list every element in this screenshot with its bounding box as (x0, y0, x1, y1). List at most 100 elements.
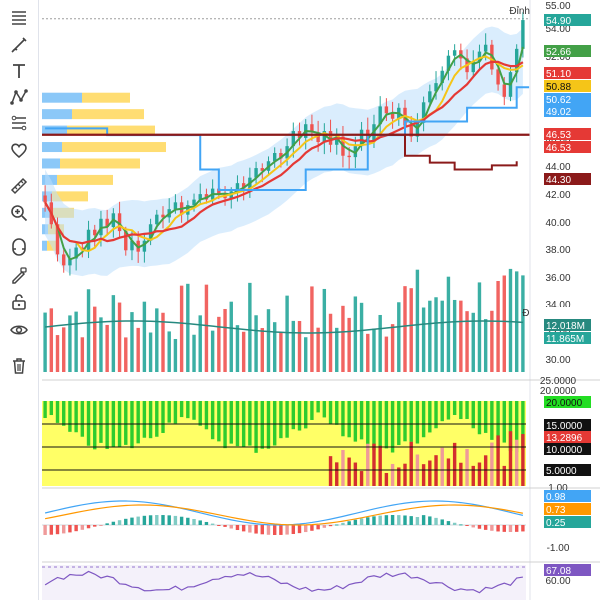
profile-sell-6 (52, 191, 88, 202)
macd-hist-32 (241, 525, 246, 532)
ind1-green-64 (440, 401, 444, 422)
macd-hist-68 (465, 525, 469, 526)
ind1-green-18 (155, 401, 159, 437)
rsi-badge-0-bg (544, 564, 591, 576)
ind1-badge-0: 20.0000 (544, 396, 591, 409)
macd-hist-53 (372, 516, 376, 525)
fib-icon[interactable] (4, 111, 34, 135)
ind1-green-2 (55, 401, 60, 423)
volume-bar-0 (43, 312, 47, 372)
ind1-green-30 (229, 401, 233, 444)
ind1-green-68 (465, 401, 469, 419)
macd-tick-0: 1.00 (548, 483, 568, 494)
ind1-red-57 (397, 467, 401, 486)
macd-panel (42, 500, 526, 535)
profile-sell-1 (72, 109, 144, 120)
ind1-green-20 (167, 401, 171, 423)
ind1-green-3 (62, 401, 66, 426)
price-badge-2: 51.10 (544, 67, 591, 80)
macd-hist-6 (80, 525, 85, 530)
ind1-red-70 (477, 462, 482, 486)
candle-7 (86, 229, 91, 251)
price-tick-0: 30.00 (545, 355, 570, 366)
macd-hist-49 (347, 521, 351, 525)
price-tick-6: 42.00 (545, 190, 570, 201)
volume-bar-27 (210, 330, 215, 372)
ind1-red-71 (483, 455, 488, 486)
macd-hist-75 (508, 525, 513, 532)
ruler-icon[interactable] (4, 174, 34, 198)
macd-hist-70 (477, 525, 482, 529)
macd-badge-0-text: 0.98 (546, 492, 566, 503)
ind1-red-64 (440, 447, 444, 486)
volume-bar-53 (372, 328, 376, 372)
volume-bar-55 (384, 336, 389, 372)
price-badge-3-text: 50.88 (546, 82, 571, 93)
volume-bar-38 (279, 332, 283, 372)
profile-buy-0 (42, 92, 82, 103)
volume-bar-7 (86, 289, 91, 372)
candle-4 (68, 258, 72, 266)
ind1-green-6 (80, 401, 85, 437)
unlock-icon[interactable] (4, 290, 34, 314)
ind1-badge-2: 13.2896 (544, 431, 591, 444)
volume-bar-25 (198, 315, 202, 372)
macd-hist-25 (198, 520, 202, 525)
rsi-bg (42, 565, 526, 600)
volume-bar-65 (446, 276, 451, 372)
pattern-icon[interactable] (4, 85, 34, 109)
volume-bar-28 (217, 316, 221, 372)
ind1-red-46 (328, 456, 333, 486)
volume-bar-32 (241, 331, 246, 372)
eye-icon[interactable] (4, 318, 34, 342)
brush-icon[interactable] (4, 33, 34, 57)
lock-pencil-icon[interactable] (4, 263, 34, 287)
ind1-green-76 (514, 401, 519, 453)
macd-hist-46 (328, 525, 333, 527)
volume-bar-61 (421, 307, 426, 372)
ind1-green-55 (384, 401, 389, 449)
heart-icon[interactable] (4, 138, 34, 162)
macd-hist-1 (49, 525, 54, 535)
candle-59 (409, 125, 413, 137)
profile-buy-3 (42, 142, 62, 153)
volume-bar-30 (229, 301, 233, 372)
price-badge-7-bg (544, 141, 591, 153)
ind1-green-44 (316, 401, 320, 413)
ind1-red-67 (459, 462, 463, 486)
profile-buy-1 (42, 109, 72, 120)
ind1-red-75 (508, 431, 513, 486)
price-badge-0-bg (544, 14, 591, 26)
magnet-icon[interactable] (4, 236, 34, 260)
candle-71 (483, 44, 488, 52)
macd-hist-67 (459, 524, 463, 526)
macd-hist-77 (521, 525, 525, 532)
macd-hist-4 (68, 525, 72, 533)
volume-bar-44 (316, 327, 320, 372)
candle-65 (446, 55, 451, 71)
ind1-green-77 (521, 401, 525, 450)
candle-77 (521, 20, 525, 49)
candle-64 (440, 70, 444, 84)
menu-lines-icon[interactable] (4, 6, 34, 30)
price-badge-1-bg (544, 45, 591, 57)
price-badge-5: 49.02 (544, 105, 591, 118)
candle-24 (192, 199, 196, 206)
macd-hist-48 (341, 522, 345, 525)
text-icon[interactable] (4, 59, 34, 83)
ind1-tick-0: 25.0000 (540, 376, 577, 387)
volume-bar-20 (167, 331, 171, 372)
price-tick-8: 46.00 (545, 135, 570, 146)
candle-47 (335, 136, 339, 145)
ind1-red-49 (347, 457, 351, 486)
ind1-green-10 (105, 401, 109, 450)
zoom-in-icon[interactable] (4, 201, 34, 225)
ind1-green-65 (446, 401, 451, 420)
profile-sell-0 (82, 92, 130, 103)
price-badge-4-text: 50.62 (546, 95, 571, 106)
candle-19 (161, 214, 165, 218)
ind1-green-56 (390, 401, 395, 453)
trash-icon[interactable] (4, 354, 34, 378)
ind1-red-66 (452, 442, 457, 486)
